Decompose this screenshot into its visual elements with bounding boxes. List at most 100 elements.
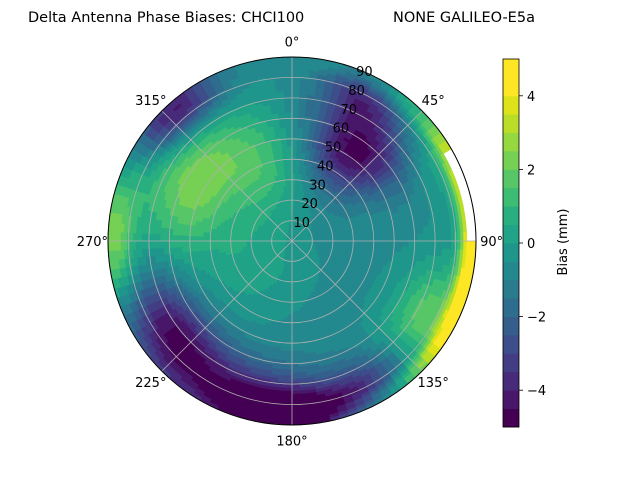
- contour-cell: [420, 233, 425, 242]
- contour-cell: [432, 233, 437, 242]
- contour-cell: [401, 240, 406, 248]
- contour-cell: [291, 102, 300, 107]
- contour-cell: [417, 240, 422, 249]
- contour-cell: [291, 393, 301, 398]
- contour-cell: [291, 353, 299, 358]
- contour-cell: [365, 236, 370, 242]
- contour-cell: [291, 350, 299, 355]
- contour-cell: [450, 232, 455, 242]
- contour-cell: [284, 378, 293, 383]
- contour-cell: [291, 84, 301, 89]
- contour-cell: [444, 240, 449, 250]
- contour-cell: [283, 399, 293, 404]
- contour-cell: [426, 233, 431, 242]
- contour-cell: [291, 105, 300, 110]
- contour-cell: [389, 235, 394, 242]
- contour-cell: [291, 329, 298, 334]
- contour-cell: [395, 235, 400, 242]
- contour-cell: [286, 344, 293, 349]
- contour-cell: [284, 366, 293, 371]
- contour-cell: [287, 320, 293, 325]
- contour-cell: [291, 173, 296, 178]
- contour-cell: [291, 390, 301, 395]
- contour-cell: [460, 240, 465, 251]
- contour-cell: [291, 338, 298, 343]
- contour-cell: [291, 167, 297, 171]
- contour-cell: [362, 240, 366, 246]
- contour-cell: [291, 375, 300, 380]
- contour-cell: [340, 240, 345, 245]
- contour-cell: [286, 332, 293, 337]
- contour-cell: [291, 384, 301, 389]
- contour-cell: [291, 298, 296, 303]
- contour-cell: [374, 236, 379, 242]
- contour-cell: [383, 235, 388, 242]
- contour-cell: [286, 341, 293, 346]
- contour-cell: [291, 357, 299, 361]
- contour-cell: [291, 99, 300, 104]
- contour-cell: [283, 390, 293, 395]
- contour-cell: [291, 304, 296, 309]
- contour-cell: [368, 240, 373, 246]
- contour-cell: [291, 96, 300, 101]
- contour-cell: [423, 240, 428, 249]
- contour-cell: [417, 233, 422, 242]
- contour-cell: [291, 323, 297, 328]
- contour-cell: [291, 108, 300, 113]
- contour-cell: [355, 237, 360, 242]
- contour-cell: [291, 314, 297, 319]
- contour-cell: [291, 311, 297, 315]
- contour-cell: [450, 240, 455, 250]
- contour-cell: [291, 90, 301, 95]
- contour-cell: [286, 329, 293, 334]
- contour-cell: [343, 237, 348, 242]
- contour-cell: [463, 231, 468, 242]
- contour-cell: [287, 323, 293, 328]
- contour-cell: [291, 65, 302, 70]
- contour-cell: [408, 234, 412, 242]
- contour-cell: [285, 357, 293, 361]
- contour-cell: [287, 314, 293, 319]
- contour-cell: [291, 412, 302, 417]
- contour-cell: [291, 93, 301, 98]
- contour-cell: [285, 350, 293, 355]
- contour-cell: [291, 335, 298, 340]
- contour-cell: [282, 412, 293, 417]
- chart-title-left: Delta Antenna Phase Biases: CHCI100: [28, 10, 304, 26]
- contour-cell: [398, 234, 403, 242]
- contour-cell: [380, 235, 385, 242]
- contour-cell: [284, 372, 293, 377]
- contour-cell: [389, 240, 394, 247]
- contour-cell: [291, 111, 300, 116]
- contour-cell: [291, 59, 302, 64]
- contour-cell: [291, 163, 297, 168]
- contour-cell: [286, 338, 293, 343]
- contour-cell: [291, 308, 297, 312]
- contour-cell: [346, 240, 351, 245]
- contour-cell: [423, 233, 428, 242]
- contour-cell: [291, 372, 300, 377]
- contour-cell: [291, 341, 298, 346]
- contour-cell: [374, 240, 379, 246]
- contour-cell: [291, 387, 301, 392]
- contour-cell: [371, 240, 376, 246]
- contour-cell: [288, 304, 293, 309]
- contour-cell: [432, 240, 437, 249]
- contour-cell: [291, 347, 299, 352]
- contour-cell: [287, 317, 293, 322]
- contour-cell: [291, 154, 297, 159]
- contour-cell: [398, 240, 403, 248]
- chart-title-right: NONE GALILEO-E5a: [393, 10, 535, 26]
- contour-cell: [291, 399, 301, 404]
- contour-cell: [288, 289, 293, 294]
- contour-cell: [444, 232, 449, 242]
- contour-cell: [349, 240, 354, 245]
- contour-cell: [291, 87, 301, 92]
- contour-cell: [291, 378, 300, 383]
- contour-cell: [291, 317, 297, 322]
- contour-cell: [291, 157, 297, 162]
- contour-cell: [287, 308, 293, 312]
- contour-cell: [359, 240, 363, 246]
- contour-cell: [438, 232, 443, 242]
- contour-cell: [441, 240, 446, 250]
